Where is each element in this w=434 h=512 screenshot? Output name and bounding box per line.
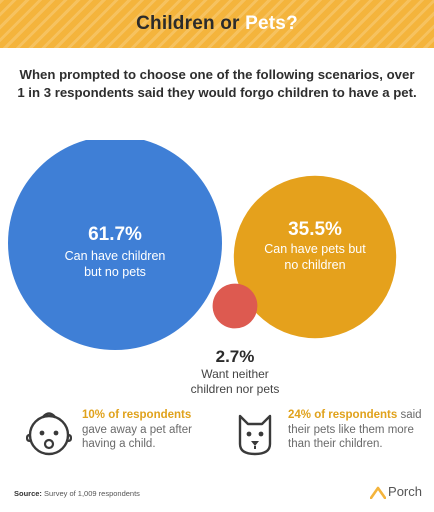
stat-baby-line-1: gave away a pet after	[82, 423, 192, 436]
bubble-neither-value: 2.7%	[216, 347, 255, 366]
bubble-children-no-pets	[8, 140, 222, 350]
brand-logo: Porch	[370, 484, 422, 499]
brand-name: Porch	[388, 484, 422, 499]
stat-dog-line-1: their pets like them more	[288, 423, 414, 436]
bubble-pets-no-children-label-2: no children	[284, 258, 345, 272]
stat-dog-line-2: than their children.	[288, 438, 383, 450]
source-label: Source:	[14, 489, 42, 498]
source-text: Survey of 1,009 respondents	[44, 489, 140, 498]
stat-dog: 24% of respondents said their pets like …	[232, 408, 422, 458]
bubble-neither	[212, 283, 258, 329]
bubble-pets-no-children-value: 35.5%	[288, 219, 342, 240]
bubble-chart: 61.7% Can have children but no pets 35.5% Ca…	[8, 140, 397, 396]
header-stripes	[0, 0, 434, 48]
bubble-pets-no-children	[233, 175, 397, 339]
stat-baby-text: 10% of respondents gave away a pet after…	[82, 408, 192, 452]
stat-baby: 10% of respondents gave away a pet after…	[26, 408, 192, 458]
stat-dog-text: 24% of respondents said their pets like …	[288, 408, 422, 452]
bubble-children-no-pets-label-1: Can have children	[65, 249, 166, 263]
baby-icon	[26, 412, 72, 456]
header-banner: Children or Pets?	[0, 0, 434, 48]
title-part-2: Pets?	[245, 13, 298, 34]
page-title: Children or Pets?	[136, 13, 298, 35]
porch-logo-icon	[370, 486, 387, 499]
stat-dog-said: said	[400, 409, 422, 421]
bubble-neither-label-1: Want neither	[201, 367, 269, 381]
bubble-neither-label-2: children nor pets	[191, 382, 280, 396]
stat-baby-line-2: having a child.	[82, 438, 156, 450]
source-note: Source: Survey of 1,009 respondents	[14, 489, 140, 498]
intro-text: When prompted to choose one of the follo…	[17, 67, 417, 100]
stat-dog-highlight: 24% of respondents	[288, 409, 398, 421]
title-part-1: Children or	[136, 13, 240, 34]
stat-baby-highlight: 10% of respondents	[82, 409, 192, 421]
bubble-children-no-pets-value: 61.7%	[88, 224, 142, 245]
dog-icon	[238, 414, 272, 456]
bubble-children-no-pets-label-2: but no pets	[84, 265, 146, 279]
bubble-pets-no-children-label-1: Can have pets but	[264, 242, 366, 256]
